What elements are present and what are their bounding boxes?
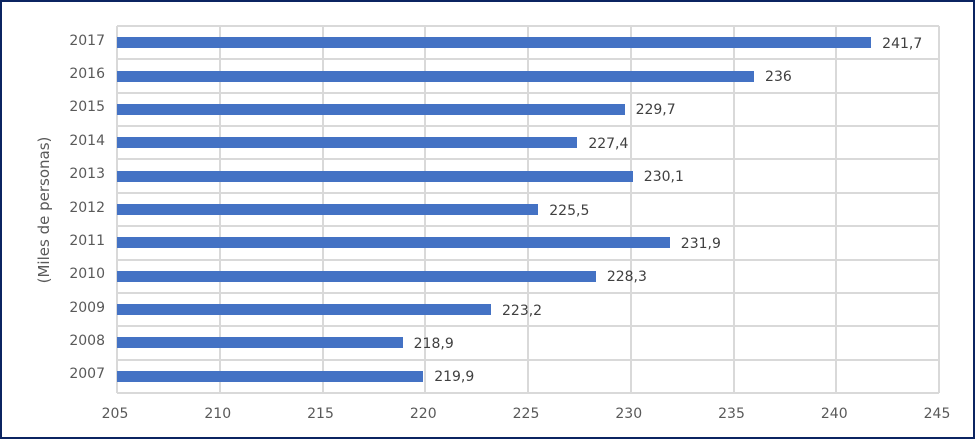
horizontal-gridline xyxy=(117,392,939,394)
horizontal-gridline xyxy=(117,325,939,328)
data-label: 236 xyxy=(765,69,792,86)
y-tick-label: 2011 xyxy=(69,232,105,249)
data-label: 227,4 xyxy=(588,135,629,152)
vertical-gridline xyxy=(629,26,632,393)
x-tick-label: 240 xyxy=(820,406,848,422)
x-tick-label: 230 xyxy=(615,406,643,422)
bar-2014 xyxy=(117,137,578,149)
bar-2016 xyxy=(117,70,755,82)
y-tick-label: 2009 xyxy=(69,299,105,316)
y-tick-label: 2017 xyxy=(69,32,105,49)
horizontal-gridline xyxy=(117,358,939,361)
plot-area: 241,7 236 229,7 227,4 230,1 225,5 231,9 228,3 22… xyxy=(116,25,940,394)
horizontal-gridline xyxy=(117,91,939,94)
x-tick-label: 210 xyxy=(204,406,232,422)
data-label: 241,7 xyxy=(882,35,923,52)
horizontal-gridline xyxy=(117,191,939,194)
data-label: 225,5 xyxy=(549,202,590,219)
horizontal-gridline xyxy=(117,225,939,228)
data-label: 231,9 xyxy=(680,235,721,252)
bar-2013 xyxy=(117,170,633,182)
bar-2017 xyxy=(117,37,872,49)
horizontal-gridline xyxy=(117,291,939,294)
y-tick-label: 2014 xyxy=(69,132,105,149)
bar-2007 xyxy=(117,370,424,382)
x-tick-label: 225 xyxy=(512,406,540,422)
bar-2008 xyxy=(117,337,403,349)
horizontal-gridline xyxy=(117,125,939,128)
y-tick-label: 2008 xyxy=(69,332,105,349)
vertical-gridline xyxy=(938,26,940,393)
data-label: 230,1 xyxy=(643,169,684,186)
horizontal-gridline xyxy=(117,258,939,261)
bar-2009 xyxy=(117,304,491,316)
vertical-gridline xyxy=(835,26,838,393)
bar-2011 xyxy=(117,237,670,249)
x-tick-label: 215 xyxy=(307,406,334,422)
y-tick-label: 2012 xyxy=(69,199,105,216)
data-label: 218,9 xyxy=(413,335,454,352)
x-tick-label: 205 xyxy=(101,406,129,422)
vertical-gridline xyxy=(732,26,735,393)
horizontal-gridline xyxy=(117,58,939,61)
y-tick-label: 2015 xyxy=(69,99,105,116)
y-tick-label: 2016 xyxy=(69,66,105,83)
x-tick-label: 235 xyxy=(718,406,745,422)
y-tick-label: 2013 xyxy=(69,166,105,183)
horizontal-gridline xyxy=(117,25,939,27)
data-label: 219,9 xyxy=(434,369,475,386)
y-tick-label: 2007 xyxy=(69,366,105,383)
bar-2015 xyxy=(117,103,625,115)
horizontal-gridline xyxy=(117,158,939,161)
data-label: 229,7 xyxy=(635,102,676,119)
x-tick-label: 245 xyxy=(923,406,951,422)
x-tick-label: 220 xyxy=(409,406,437,422)
data-label: 228,3 xyxy=(606,269,647,286)
y-tick-label: 2010 xyxy=(69,266,105,283)
bar-2012 xyxy=(117,204,539,215)
data-label: 223,2 xyxy=(502,302,543,319)
bar-2010 xyxy=(117,270,596,282)
